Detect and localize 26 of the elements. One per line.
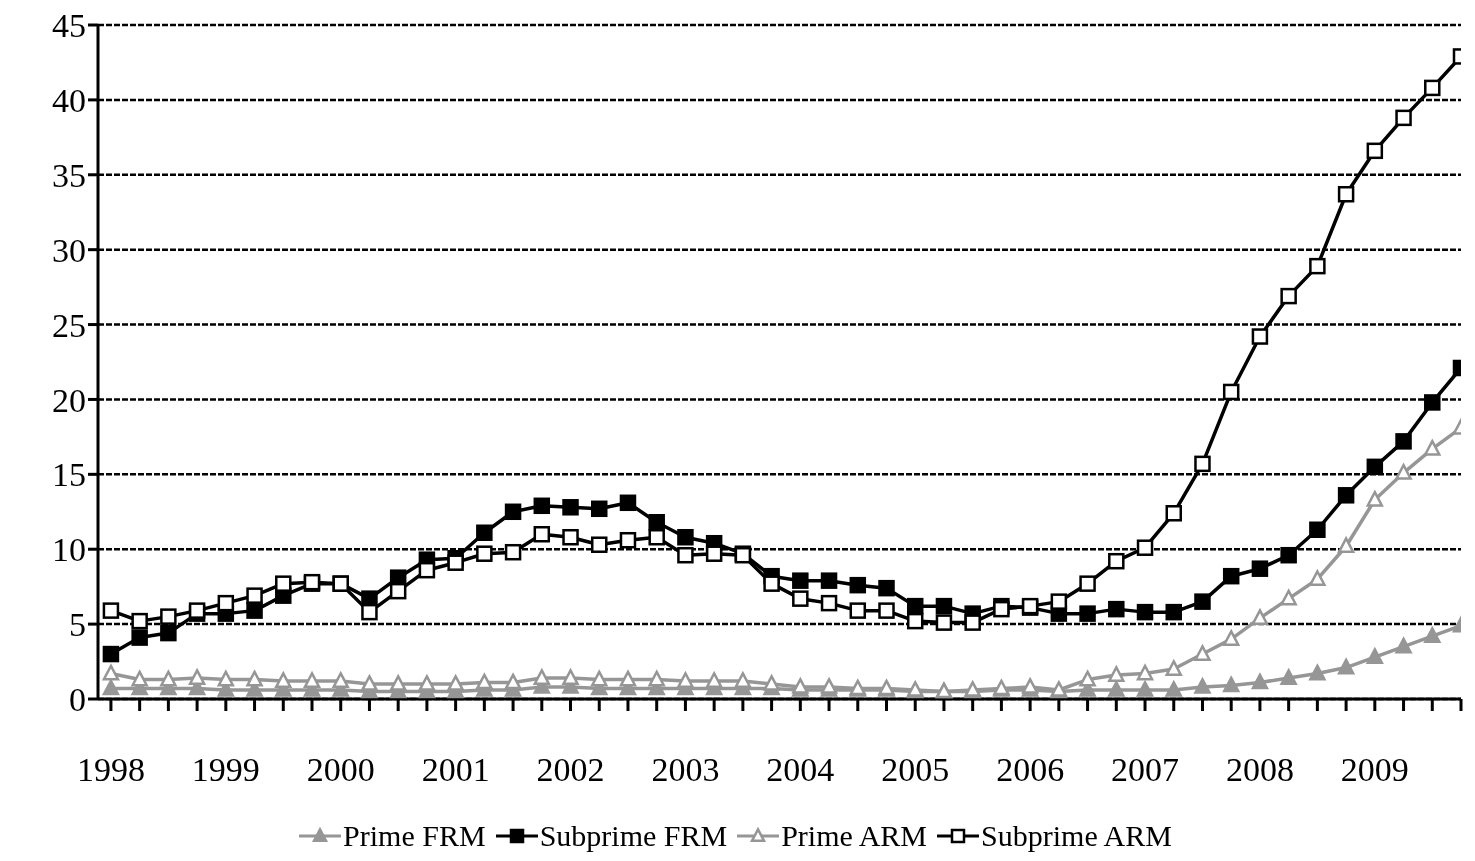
x-tick-label: 2004 (766, 751, 835, 789)
x-tick-label: 2009 (1340, 751, 1409, 789)
x-tick-label: 1998 (76, 751, 145, 789)
x-tick-label: 2007 (1111, 751, 1180, 789)
y-tick-label: 0 (69, 681, 86, 719)
x-tick-label: 2001 (421, 751, 490, 789)
y-tick-label: 25 (52, 306, 86, 344)
y-tick-label: 35 (52, 156, 86, 194)
legend-label: Subprime ARM (981, 819, 1172, 853)
y-tick-label: 20 (52, 381, 86, 419)
y-tick-label: 5 (69, 606, 86, 644)
y-tick-label: 15 (52, 456, 86, 494)
legend-label: Subprime FRM (539, 819, 728, 853)
x-tick-label: 2006 (996, 751, 1065, 789)
y-tick-label: 40 (52, 81, 86, 119)
legend-label: Prime ARM (781, 819, 928, 853)
x-tick-label: 2005 (881, 751, 950, 789)
legend-label: Prime FRM (343, 819, 486, 853)
y-tick-label: 30 (52, 231, 86, 269)
y-tick-label: 45 (52, 7, 86, 45)
x-tick-label: 2000 (306, 751, 375, 789)
x-tick-label: 2008 (1225, 751, 1294, 789)
y-tick-label: 10 (52, 531, 86, 569)
x-tick-label: 1999 (191, 751, 260, 789)
x-tick-label: 2003 (651, 751, 720, 789)
x-tick-label: 2002 (536, 751, 605, 789)
